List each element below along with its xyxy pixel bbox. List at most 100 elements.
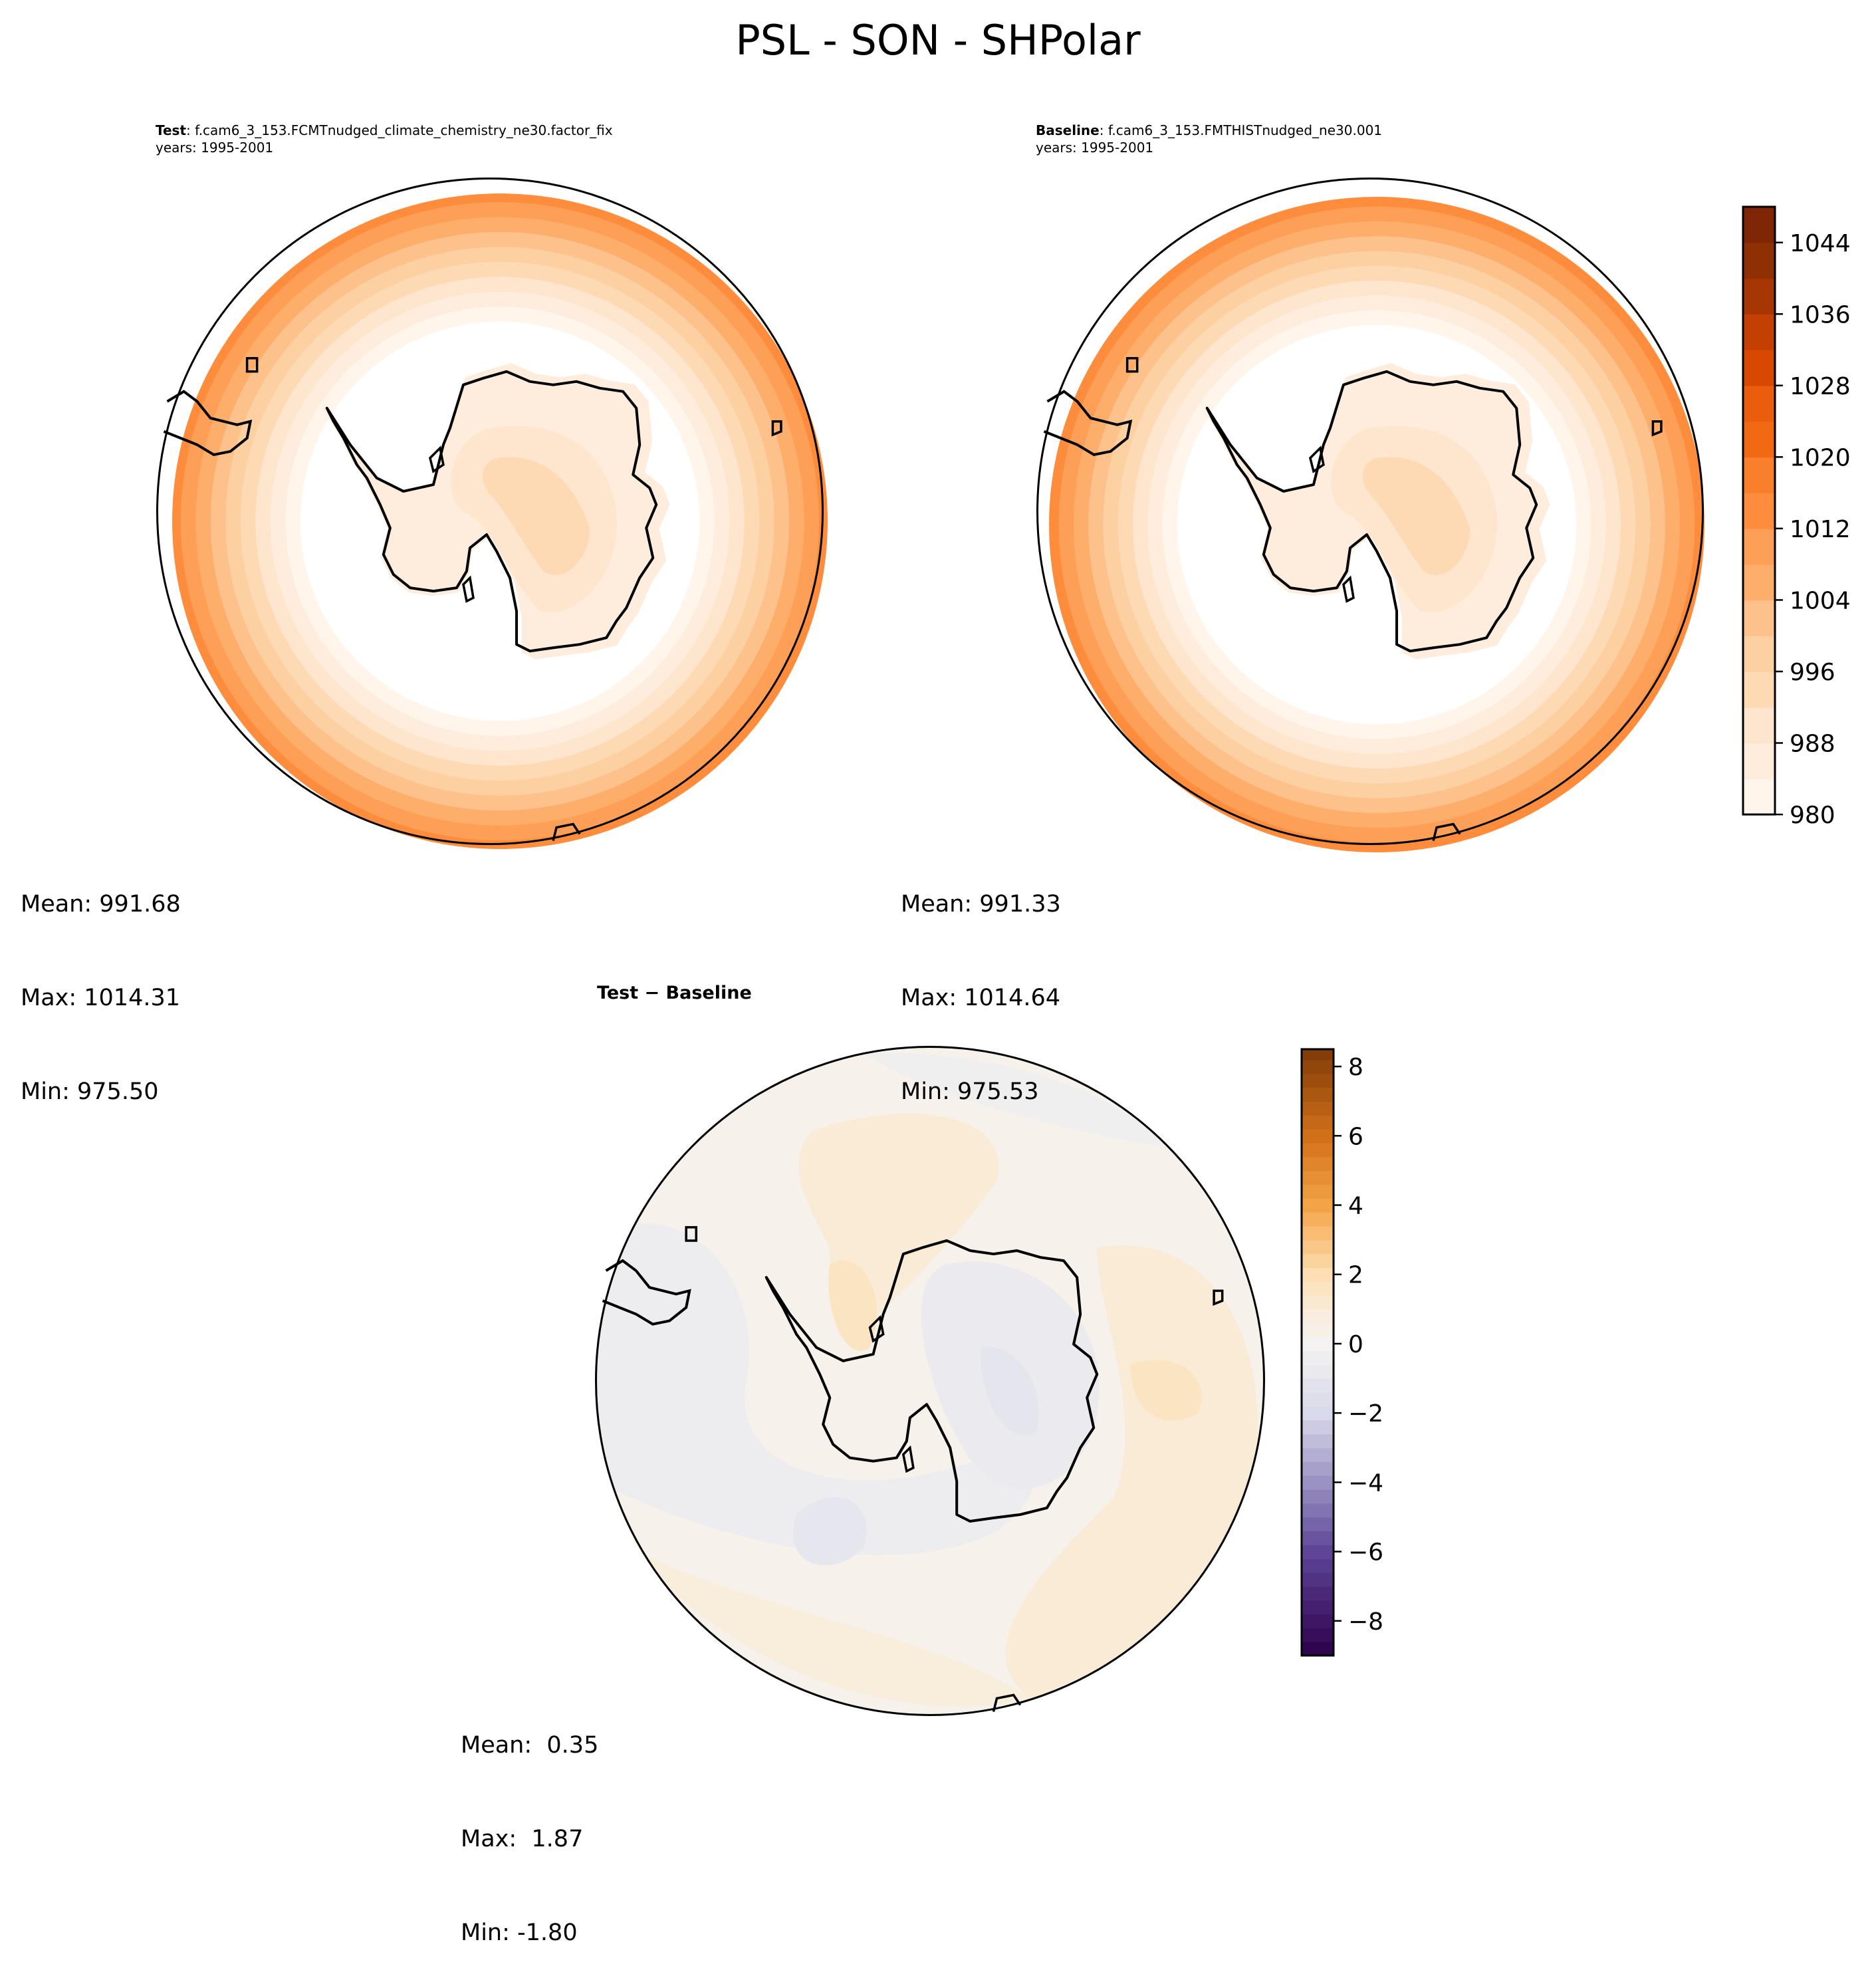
colorbar-level [1302,1461,1334,1476]
diff-max: Max: 1.87 [461,1826,584,1852]
test-island-coastline [771,420,782,437]
colorbar-level [1302,1433,1334,1449]
colorbar-level [1743,385,1775,422]
colorbar-tick-label: 1012 [1790,516,1851,543]
colorbar-tick-label: 980 [1790,802,1835,829]
test-continent-band-992 [483,457,590,575]
diff-title: Test − Baseline [597,983,752,1003]
baseline-header: Baseline: f.cam6_3_153.FMTHISTnudged_ne3… [1036,122,1382,156]
baseline-map-boundary [1036,178,1704,845]
colorbar-level [1302,1489,1334,1504]
colorbar-level [1743,743,1775,780]
baseline-island-coastline [1651,420,1663,437]
colorbar-level [1302,1211,1334,1227]
colorbar-level [1302,1392,1334,1407]
diff-island-coastline [992,1693,1022,1712]
colorbar-level [1302,1628,1334,1642]
colorbar-level [1302,1586,1334,1601]
colorbar-level [1743,779,1775,815]
test-years: years: 1995-2001 [156,140,274,156]
colorbar-level [1302,1572,1334,1587]
diff-map [529,980,1331,1782]
colorbar-tick-label: 2 [1348,1262,1363,1289]
colorbar-tick-label: 988 [1790,730,1835,757]
test-max: Max: 1014.31 [21,985,181,1011]
colorbar-level [1302,1336,1334,1352]
colorbar-level [1302,1545,1334,1559]
diff-south-america-coastline [602,1259,691,1326]
colorbar-level [1302,1475,1334,1490]
test-mean: Mean: 991.68 [21,891,181,918]
test-label: Test [156,122,187,138]
colorbar-level [1302,1073,1334,1088]
colorbar-level [1743,528,1775,565]
colorbar-tick-label: 4 [1348,1193,1363,1220]
colorbar-tick-label: 996 [1790,659,1835,686]
colorbar-tick-label: 0 [1348,1331,1363,1358]
baseline-label: Baseline [1036,122,1100,138]
diff-anomaly-region [863,1052,1164,1148]
colorbar-level [1302,1517,1334,1532]
colorbar-level [1302,1406,1334,1421]
diff-anomaly-region [629,1548,1030,1707]
colorbar-tick-label: −6 [1348,1539,1383,1566]
colorbar-level [1743,671,1775,708]
colorbar-level [1302,1642,1334,1656]
colorbar-level [1302,1281,1334,1296]
diff-map-boundary [595,1046,1265,1716]
baseline-south-america-coastline [1043,390,1133,457]
colorbar-level [1302,1239,1334,1255]
baseline-max: Max: 1014.64 [901,985,1061,1011]
baseline-case-name: : f.cam6_3_153.FMTHISTnudged_ne30.001 [1099,122,1383,138]
colorbar-level [1743,493,1775,529]
colorbar-level [1302,1170,1334,1185]
colorbar-level [1743,636,1775,672]
colorbar-level [1302,1059,1334,1074]
colorbar-level [1743,207,1775,243]
baseline-min: Min: 975.53 [901,1078,1039,1105]
test-stats: Mean: 991.68 Max: 1014.31 Min: 975.50 [21,826,181,1139]
colorbar-tick-label: 1020 [1790,444,1851,471]
colorbar-frame [1742,205,1776,816]
colorbar-level [1302,1503,1334,1518]
colorbar-level [1302,1128,1334,1144]
colorbar-level [1743,707,1775,744]
baseline-mean: Mean: 991.33 [901,891,1061,918]
test-island-coastline [552,822,581,841]
baseline-antarctica-coastline [1205,370,1538,653]
colorbar-frame [1300,1048,1335,1657]
diff-island-coastline [901,1445,915,1473]
test-island-coastline [462,575,475,603]
diff-anomaly-region [980,1346,1039,1435]
diff-anomaly-region [793,1497,867,1566]
baseline-island-coastline [1125,357,1139,373]
colorbar-level [1302,1049,1334,1060]
colorbar-level [1302,1142,1334,1158]
baseline-stats: Mean: 991.33 Max: 1014.64 Min: 975.53 [901,826,1061,1139]
diff-colorbar: −8 −6 −4 −2 0 2 4 6 8 [1300,1048,1383,1657]
colorbar-tick-label: 1044 [1790,230,1851,257]
colorbar-tick-label: −8 [1348,1608,1383,1636]
diff-mean: Mean: 0.35 [461,1732,599,1759]
colorbar-level [1302,1253,1334,1269]
colorbar-level [1302,1322,1334,1338]
colorbar-level [1743,421,1775,458]
colorbar-level [1302,1156,1334,1172]
colorbar-tick-label: 1036 [1790,301,1851,328]
colorbar-level [1302,1295,1334,1310]
colorbar-level [1302,1308,1334,1324]
test-map-boundary [156,178,824,845]
colorbar-level [1302,1087,1334,1102]
colorbar-level [1743,457,1775,493]
colorbar-tick-label: −4 [1348,1469,1383,1497]
diff-island-coastline [1213,1289,1224,1306]
colorbar-tick-label: 6 [1348,1123,1363,1150]
colorbar-level [1302,1101,1334,1116]
colorbar-level [1302,1420,1334,1435]
test-antarctica-coastline [325,370,658,653]
baseline-island-coastline [1308,445,1325,473]
diff-anomaly-region [596,1223,1034,1556]
colorbar-level [1302,1614,1334,1629]
figure-title: PSL - SON - SHPolar [735,16,1141,64]
colorbar-level [1302,1184,1334,1199]
